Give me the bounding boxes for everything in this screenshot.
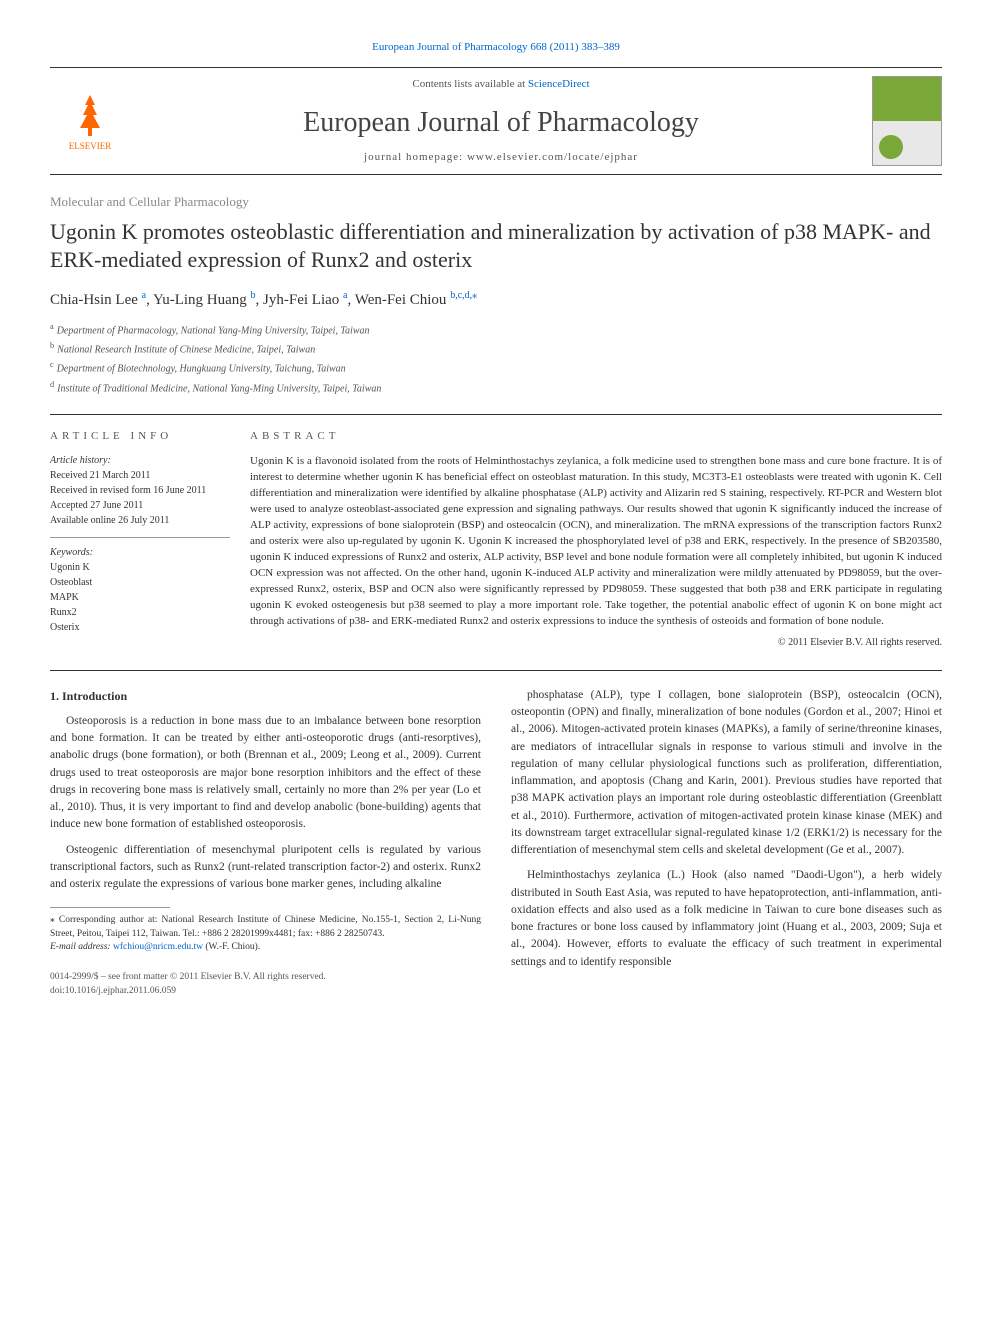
author-4-affil[interactable]: b,c,d, bbox=[450, 290, 472, 301]
affiliation-c: cDepartment of Biotechnology, Hungkuang … bbox=[50, 359, 942, 376]
body-columns: 1. Introduction Osteoporosis is a reduct… bbox=[50, 687, 942, 999]
column-left: 1. Introduction Osteoporosis is a reduct… bbox=[50, 687, 481, 999]
info-abstract-row: article info Article history: Received 2… bbox=[50, 414, 942, 650]
affiliations: aDepartment of Pharmacology, National Ya… bbox=[50, 321, 942, 396]
keywords-label: Keywords: bbox=[50, 546, 230, 560]
abstract-copyright: © 2011 Elsevier B.V. All rights reserved… bbox=[250, 636, 942, 650]
contents-prefix: Contents lists available at bbox=[412, 78, 527, 90]
masthead: ELSEVIER Contents lists available at Sci… bbox=[50, 67, 942, 175]
keyword-4: Runx2 bbox=[50, 606, 230, 620]
history-received: Received 21 March 2011 bbox=[50, 469, 230, 483]
abstract: abstract Ugonin K is a flavonoid isolate… bbox=[250, 429, 942, 650]
affiliation-b: bNational Research Institute of Chinese … bbox=[50, 340, 942, 357]
history-accepted: Accepted 27 June 2011 bbox=[50, 499, 230, 513]
history-online: Available online 26 July 2011 bbox=[50, 514, 230, 528]
author-2-name: Yu-Ling Huang bbox=[153, 292, 247, 308]
journal-cover-thumbnail bbox=[872, 76, 942, 166]
section-divider bbox=[50, 670, 942, 671]
email-who: (W.-F. Chiou). bbox=[205, 942, 260, 952]
corresponding-footnote: ⁎ Corresponding author at: National Rese… bbox=[50, 914, 481, 954]
email-line: E-mail address: wfchiou@nricm.edu.tw (W.… bbox=[50, 941, 481, 954]
author-3-name: Jyh-Fei Liao bbox=[263, 292, 339, 308]
email-label: E-mail address: bbox=[50, 942, 111, 952]
col2-p2: Helminthostachys zeylanica (L.) Hook (al… bbox=[511, 867, 942, 971]
keyword-5: Osterix bbox=[50, 621, 230, 635]
section-label: Molecular and Cellular Pharmacology bbox=[50, 193, 942, 211]
elsevier-tree-icon bbox=[65, 90, 115, 140]
front-matter-line: 0014-2999/$ – see front matter © 2011 El… bbox=[50, 970, 481, 984]
keywords-block: Keywords: Ugonin K Osteoblast MAPK Runx2… bbox=[50, 546, 230, 635]
email-link[interactable]: wfchiou@nricm.edu.tw bbox=[113, 942, 203, 952]
journal-title: European Journal of Pharmacology bbox=[130, 103, 872, 142]
intro-p2: Osteogenic differentiation of mesenchyma… bbox=[50, 842, 481, 894]
authors-line: Chia-Hsin Lee a, Yu-Ling Huang b, Jyh-Fe… bbox=[50, 289, 942, 311]
masthead-center: Contents lists available at ScienceDirec… bbox=[130, 77, 872, 165]
elsevier-logo: ELSEVIER bbox=[50, 81, 130, 161]
intro-p1: Osteoporosis is a reduction in bone mass… bbox=[50, 713, 481, 834]
homepage-url: www.elsevier.com/locate/ejphar bbox=[467, 151, 638, 163]
corresponding-star-icon[interactable]: ⁎ bbox=[472, 290, 477, 301]
history-revised: Received in revised form 16 June 2011 bbox=[50, 484, 230, 498]
corr-text: ⁎ Corresponding author at: National Rese… bbox=[50, 914, 481, 941]
keyword-1: Ugonin K bbox=[50, 561, 230, 575]
history-label: Article history: bbox=[50, 454, 230, 468]
author-2: Yu-Ling Huang b bbox=[153, 292, 256, 308]
col2-p1: phosphatase (ALP), type I collagen, bone… bbox=[511, 687, 942, 860]
footnote-separator bbox=[50, 907, 170, 908]
top-citation: European Journal of Pharmacology 668 (20… bbox=[50, 40, 942, 55]
article-info-heading: article info bbox=[50, 429, 230, 444]
author-1: Chia-Hsin Lee a bbox=[50, 292, 146, 308]
top-citation-link[interactable]: European Journal of Pharmacology 668 (20… bbox=[372, 41, 620, 53]
keyword-2: Osteoblast bbox=[50, 576, 230, 590]
author-1-name: Chia-Hsin Lee bbox=[50, 292, 138, 308]
affiliation-d: dInstitute of Traditional Medicine, Nati… bbox=[50, 379, 942, 396]
page-root: European Journal of Pharmacology 668 (20… bbox=[0, 0, 992, 1039]
column-right: phosphatase (ALP), type I collagen, bone… bbox=[511, 687, 942, 999]
abstract-heading: abstract bbox=[250, 429, 942, 444]
author-3: Jyh-Fei Liao a bbox=[263, 292, 347, 308]
article-info: article info Article history: Received 2… bbox=[50, 429, 250, 650]
elsevier-name: ELSEVIER bbox=[69, 140, 112, 153]
author-4: Wen-Fei Chiou b,c,d,⁎ bbox=[355, 292, 477, 308]
abstract-text: Ugonin K is a flavonoid isolated from th… bbox=[250, 454, 942, 629]
footer-left: 0014-2999/$ – see front matter © 2011 El… bbox=[50, 970, 481, 999]
keyword-3: MAPK bbox=[50, 591, 230, 605]
affiliation-a: aDepartment of Pharmacology, National Ya… bbox=[50, 321, 942, 338]
doi-line: doi:10.1016/j.ejphar.2011.06.059 bbox=[50, 984, 481, 998]
homepage-line: journal homepage: www.elsevier.com/locat… bbox=[130, 150, 872, 165]
homepage-prefix: journal homepage: bbox=[364, 151, 467, 163]
article-title: Ugonin K promotes osteoblastic different… bbox=[50, 218, 942, 275]
article-history: Article history: Received 21 March 2011 … bbox=[50, 454, 230, 538]
author-4-name: Wen-Fei Chiou bbox=[355, 292, 447, 308]
contents-line: Contents lists available at ScienceDirec… bbox=[130, 77, 872, 92]
intro-heading: 1. Introduction bbox=[50, 687, 481, 705]
sciencedirect-link[interactable]: ScienceDirect bbox=[528, 78, 590, 90]
